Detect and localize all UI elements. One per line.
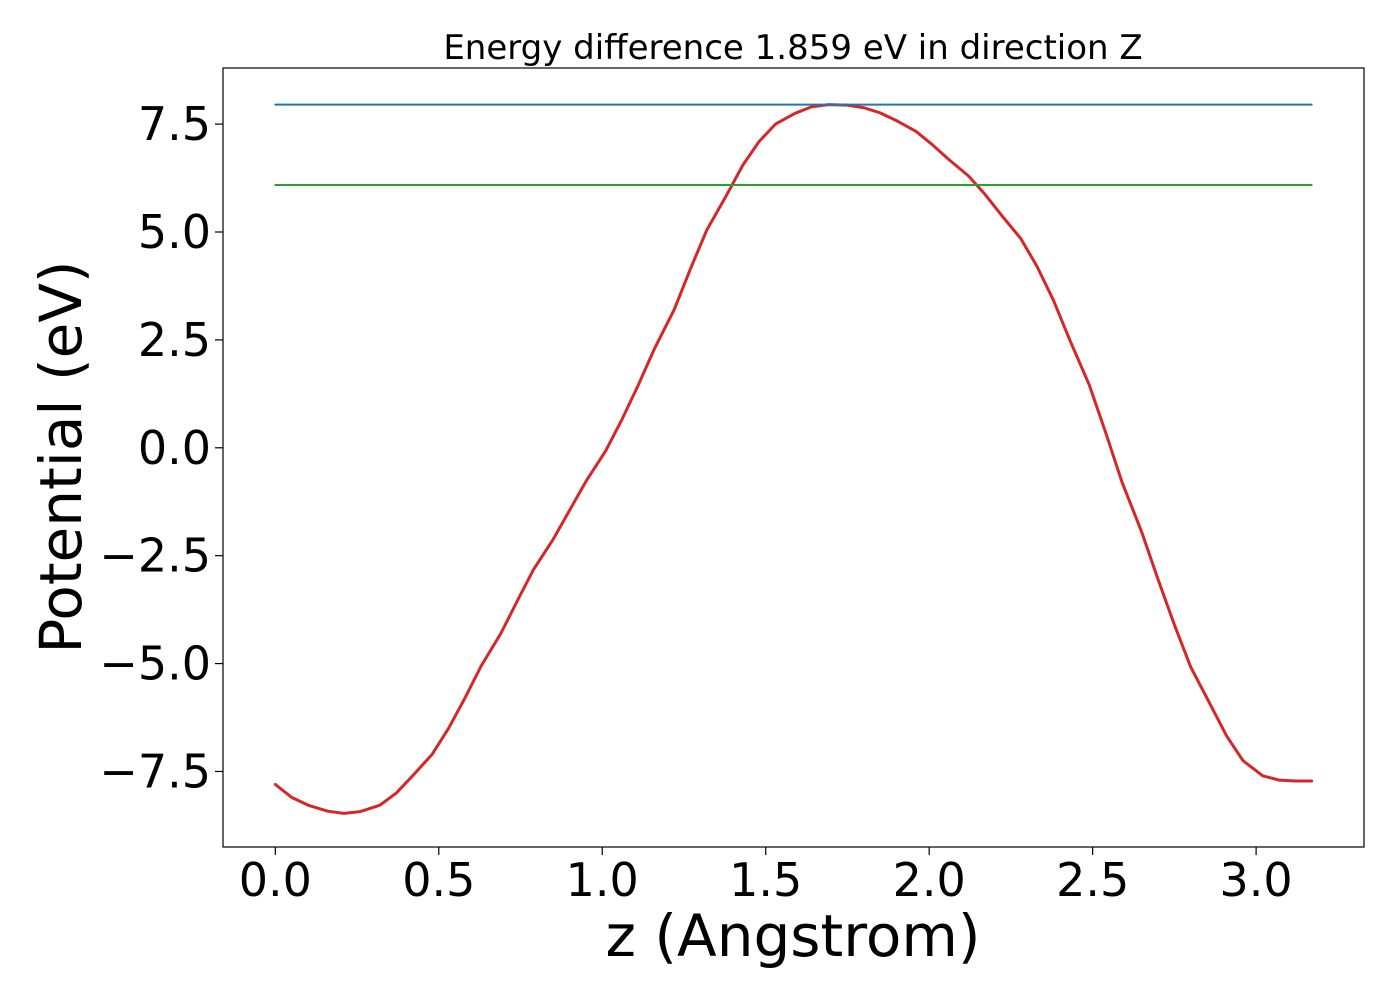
y-tick-label-0: −7.5 bbox=[99, 744, 211, 798]
y-tick-label-3: 0.0 bbox=[138, 421, 211, 475]
x-axis: 0.0 0.5 1.0 1.5 2.0 2.5 3.0 bbox=[239, 847, 1293, 907]
chart-title: Energy difference 1.859 eV in direction … bbox=[443, 28, 1142, 68]
y-tick-label-5: 5.0 bbox=[138, 205, 211, 259]
x-tick-label-2: 1.0 bbox=[566, 853, 639, 907]
plot-frame bbox=[222, 67, 1365, 848]
y-tick-label-1: −5.0 bbox=[99, 637, 211, 691]
y-axis: −7.5 −5.0 −2.5 0.0 2.5 5.0 7.5 bbox=[99, 97, 223, 798]
x-tick-label-0: 0.0 bbox=[239, 853, 312, 907]
y-tick-label-2: −2.5 bbox=[99, 529, 211, 583]
series-line-0 bbox=[273, 103, 1314, 815]
y-tick-label-4: 2.5 bbox=[138, 313, 211, 367]
y-axis-label: Potential (eV) bbox=[27, 260, 95, 653]
x-tick-label-3: 1.5 bbox=[729, 853, 802, 907]
x-tick-label-5: 2.5 bbox=[1056, 853, 1129, 907]
x-tick-label-4: 2.0 bbox=[893, 853, 966, 907]
x-tick-label-6: 3.0 bbox=[1220, 853, 1293, 907]
plot-area bbox=[222, 67, 1365, 848]
x-axis-label: z (Angstrom) bbox=[606, 902, 981, 970]
y-tick-label-6: 7.5 bbox=[138, 97, 211, 151]
x-tick-label-1: 0.5 bbox=[402, 853, 475, 907]
